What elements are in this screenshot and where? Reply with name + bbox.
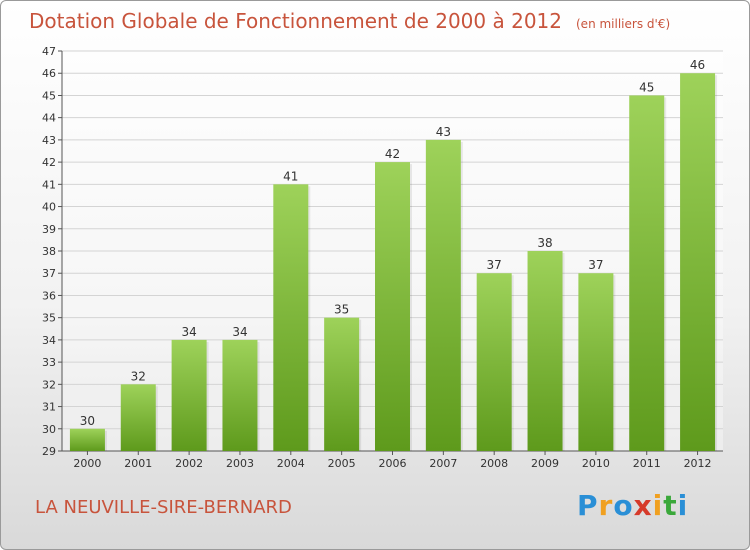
logo-letter: i xyxy=(677,489,689,522)
y-tick-label: 45 xyxy=(42,89,56,102)
x-tick-label-2007: 2007 xyxy=(429,457,457,470)
y-tick-label: 31 xyxy=(42,401,56,414)
x-tick-label-2005: 2005 xyxy=(328,457,356,470)
logo-letter: P xyxy=(577,489,599,522)
bar-2006 xyxy=(375,162,410,451)
bar-2003 xyxy=(222,339,258,451)
y-tick-label: 30 xyxy=(42,423,56,436)
data-label-2001: 32 xyxy=(131,369,146,383)
y-tick-label: 39 xyxy=(42,223,56,236)
x-tick-label-2000: 2000 xyxy=(73,457,101,470)
logo-letter: r xyxy=(598,489,614,522)
y-tick-label: 43 xyxy=(42,134,56,147)
title-text: Dotation Globale de Fonctionnement de 20… xyxy=(29,9,562,33)
bar-2008 xyxy=(476,273,512,451)
y-tick-label: 42 xyxy=(42,156,56,169)
data-label-2009: 38 xyxy=(537,236,552,250)
y-tick-label: 38 xyxy=(42,245,56,258)
data-label-2010: 37 xyxy=(588,258,603,272)
y-tick-label: 36 xyxy=(42,289,56,302)
units-text: (en milliers d'€) xyxy=(576,17,671,31)
x-tick-label-2012: 2012 xyxy=(684,457,712,470)
bar-2011 xyxy=(629,95,665,451)
y-tick-label: 29 xyxy=(42,445,56,458)
x-tick-label-2003: 2003 xyxy=(226,457,254,470)
bar-2001 xyxy=(120,384,156,451)
data-label-2006: 42 xyxy=(385,147,400,161)
data-label-2005: 35 xyxy=(334,303,349,317)
logo-letter: i xyxy=(652,489,664,522)
logo-letter: o xyxy=(613,489,634,522)
data-label-2002: 34 xyxy=(181,325,196,339)
proxiti-logo: Proxiti xyxy=(577,489,688,522)
y-tick-label: 35 xyxy=(42,312,56,325)
data-label-2003: 34 xyxy=(232,325,247,339)
y-tick-label: 46 xyxy=(42,67,56,80)
y-tick-label: 37 xyxy=(42,267,56,280)
y-tick-label: 44 xyxy=(42,112,56,125)
bar-2004 xyxy=(273,184,309,452)
bar-2010 xyxy=(578,273,614,451)
commune-name: LA NEUVILLE-SIRE-BERNARD xyxy=(35,497,292,518)
x-tick-label-2004: 2004 xyxy=(277,457,305,470)
y-tick-label: 41 xyxy=(42,178,56,191)
bar-2012 xyxy=(680,73,716,451)
bar-2009 xyxy=(527,251,563,451)
data-label-2008: 37 xyxy=(487,258,502,272)
data-label-2007: 43 xyxy=(436,125,451,139)
y-tick-label: 47 xyxy=(42,45,56,58)
x-tick-label-2008: 2008 xyxy=(480,457,508,470)
x-tick-label-2009: 2009 xyxy=(531,457,559,470)
bar-2007 xyxy=(425,139,461,451)
y-tick-label: 34 xyxy=(42,334,56,347)
y-tick-label: 32 xyxy=(42,378,56,391)
x-tick-label-2010: 2010 xyxy=(582,457,610,470)
x-tick-label-2006: 2006 xyxy=(379,457,407,470)
bar-2002 xyxy=(171,339,207,451)
x-tick-label-2002: 2002 xyxy=(175,457,203,470)
x-tick-label-2011: 2011 xyxy=(633,457,661,470)
x-tick-label-2001: 2001 xyxy=(124,457,152,470)
data-label-2011: 45 xyxy=(639,80,654,94)
data-label-2000: 30 xyxy=(80,414,95,428)
data-label-2012: 46 xyxy=(690,58,705,72)
y-tick-label: 33 xyxy=(42,356,56,369)
bar-2005 xyxy=(324,317,360,451)
y-tick-label: 40 xyxy=(42,201,56,214)
data-label-2004: 41 xyxy=(283,169,298,183)
logo-letter: x xyxy=(633,489,653,522)
bar-2000 xyxy=(69,428,105,451)
chart-title: Dotation Globale de Fonctionnement de 20… xyxy=(29,9,670,33)
logo-letter: t xyxy=(663,489,678,522)
